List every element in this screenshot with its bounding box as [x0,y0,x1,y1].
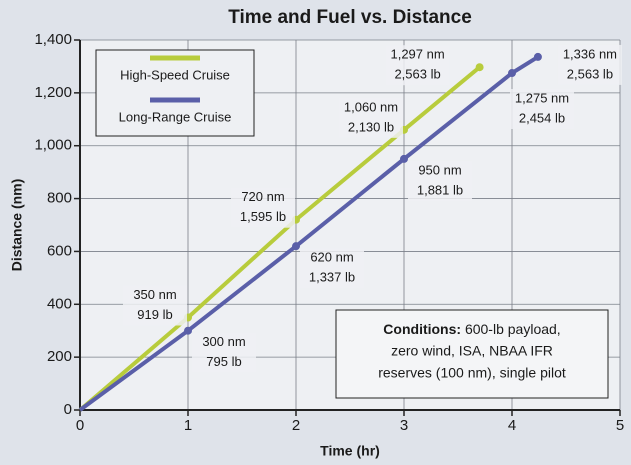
x-tick-label: 5 [616,417,624,434]
label-bg [300,248,364,289]
label-bg [231,187,295,228]
fuel-label: 1,595 lb [240,209,286,224]
y-tick-label: 800 [47,190,72,207]
series-line [78,55,539,412]
fuel-label: 795 lb [206,354,241,369]
point [508,69,516,78]
data-label: 300 nm [202,334,245,349]
x-tick-label: 4 [508,417,516,434]
conditions-line: zero wind, ISA, NBAA IFR [391,343,553,359]
conditions-box [335,309,609,399]
conditions-line: reserves (100 nm), single pilot [378,365,566,381]
y-tick-label: 1,200 [34,84,72,101]
fuel-label: 2,454 lb [519,110,565,125]
x-tick-label: 0 [76,417,84,434]
legend-box [95,49,255,137]
chart-title: Time and Fuel vs. Distance [228,7,472,28]
conditions-text: Conditions: 600-lb payload, [383,321,560,337]
legend-label: Long-Range Cruise [119,109,232,124]
data-label: 1,336 nm [563,46,617,61]
y-tick-label: 1,000 [34,137,72,154]
fuel-label: 1,337 lb [309,270,355,285]
data-label: 720 nm [241,189,284,204]
y-axis-label: Distance (nm) [9,179,25,272]
y-tick-label: 600 [47,242,72,259]
conditions-line: 600-lb payload, [461,321,561,337]
point [533,52,542,61]
label-bg [510,89,574,130]
label-bg [385,45,450,86]
fuel-label: 2,563 lb [567,66,613,81]
x-tick-label: 3 [400,417,408,434]
y-tick-label: 400 [47,295,72,312]
y-tick-label: 0 [64,401,72,418]
label-bg [408,160,472,201]
fuel-label: 919 lb [137,307,172,322]
data-label: 620 nm [310,250,353,265]
y-tick-label: 1,400 [34,31,72,48]
data-label: 350 nm [133,287,176,302]
fuel-label: 2,563 lb [394,67,440,82]
label-bg [557,44,622,85]
x-axis-label: Time (hr) [320,443,380,459]
data-label: 1,275 nm [515,90,569,105]
label-bg [123,285,187,326]
x-tick-label: 2 [292,417,300,434]
x-tick-label: 1 [184,417,192,434]
label-bg [192,332,256,373]
data-label: 950 nm [418,162,461,177]
point [184,326,192,335]
data-label: 1,297 nm [390,47,444,62]
data-label: 1,060 nm [344,99,398,114]
fuel-label: 1,881 lb [417,182,463,197]
fuel-label: 2,130 lb [348,119,394,134]
point [292,242,300,251]
conditions-heading: Conditions: [383,321,461,337]
legend-label: High-Speed Cruise [120,67,230,82]
label-bg [339,97,403,138]
y-tick-label: 200 [47,348,72,365]
point [400,154,408,163]
point [475,63,484,72]
